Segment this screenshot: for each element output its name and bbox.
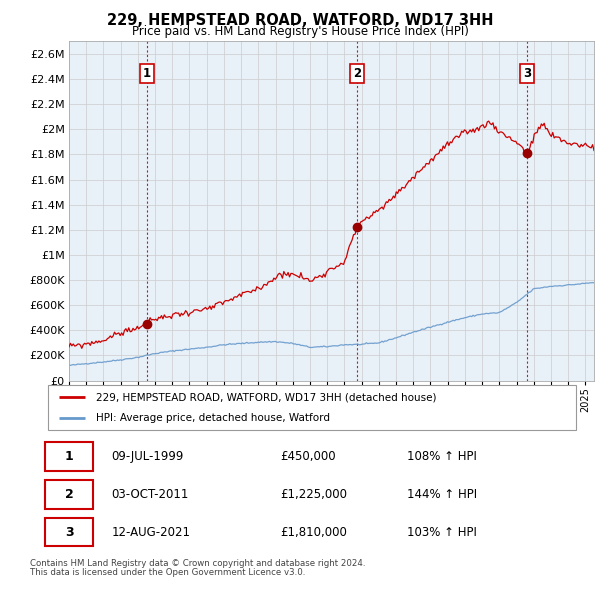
Text: HPI: Average price, detached house, Watford: HPI: Average price, detached house, Watf…: [95, 412, 329, 422]
FancyBboxPatch shape: [46, 518, 93, 546]
Text: 2: 2: [353, 67, 361, 80]
FancyBboxPatch shape: [48, 385, 576, 430]
Text: This data is licensed under the Open Government Licence v3.0.: This data is licensed under the Open Gov…: [30, 568, 305, 576]
Text: 12-AUG-2021: 12-AUG-2021: [112, 526, 190, 539]
Text: 229, HEMPSTEAD ROAD, WATFORD, WD17 3HH: 229, HEMPSTEAD ROAD, WATFORD, WD17 3HH: [107, 13, 493, 28]
Text: 1: 1: [65, 450, 73, 463]
Text: 103% ↑ HPI: 103% ↑ HPI: [407, 526, 477, 539]
Text: 09-JUL-1999: 09-JUL-1999: [112, 450, 184, 463]
Text: £1,225,000: £1,225,000: [280, 488, 347, 501]
Text: 1: 1: [143, 67, 151, 80]
Text: Price paid vs. HM Land Registry's House Price Index (HPI): Price paid vs. HM Land Registry's House …: [131, 25, 469, 38]
FancyBboxPatch shape: [46, 442, 93, 471]
Text: £1,810,000: £1,810,000: [280, 526, 347, 539]
FancyBboxPatch shape: [46, 480, 93, 509]
Text: Contains HM Land Registry data © Crown copyright and database right 2024.: Contains HM Land Registry data © Crown c…: [30, 559, 365, 568]
Text: 3: 3: [65, 526, 73, 539]
Text: 144% ↑ HPI: 144% ↑ HPI: [407, 488, 477, 501]
Text: 108% ↑ HPI: 108% ↑ HPI: [407, 450, 477, 463]
Text: 2: 2: [65, 488, 73, 501]
Text: 3: 3: [523, 67, 531, 80]
Text: 03-OCT-2011: 03-OCT-2011: [112, 488, 189, 501]
Text: 229, HEMPSTEAD ROAD, WATFORD, WD17 3HH (detached house): 229, HEMPSTEAD ROAD, WATFORD, WD17 3HH (…: [95, 392, 436, 402]
Text: £450,000: £450,000: [280, 450, 336, 463]
